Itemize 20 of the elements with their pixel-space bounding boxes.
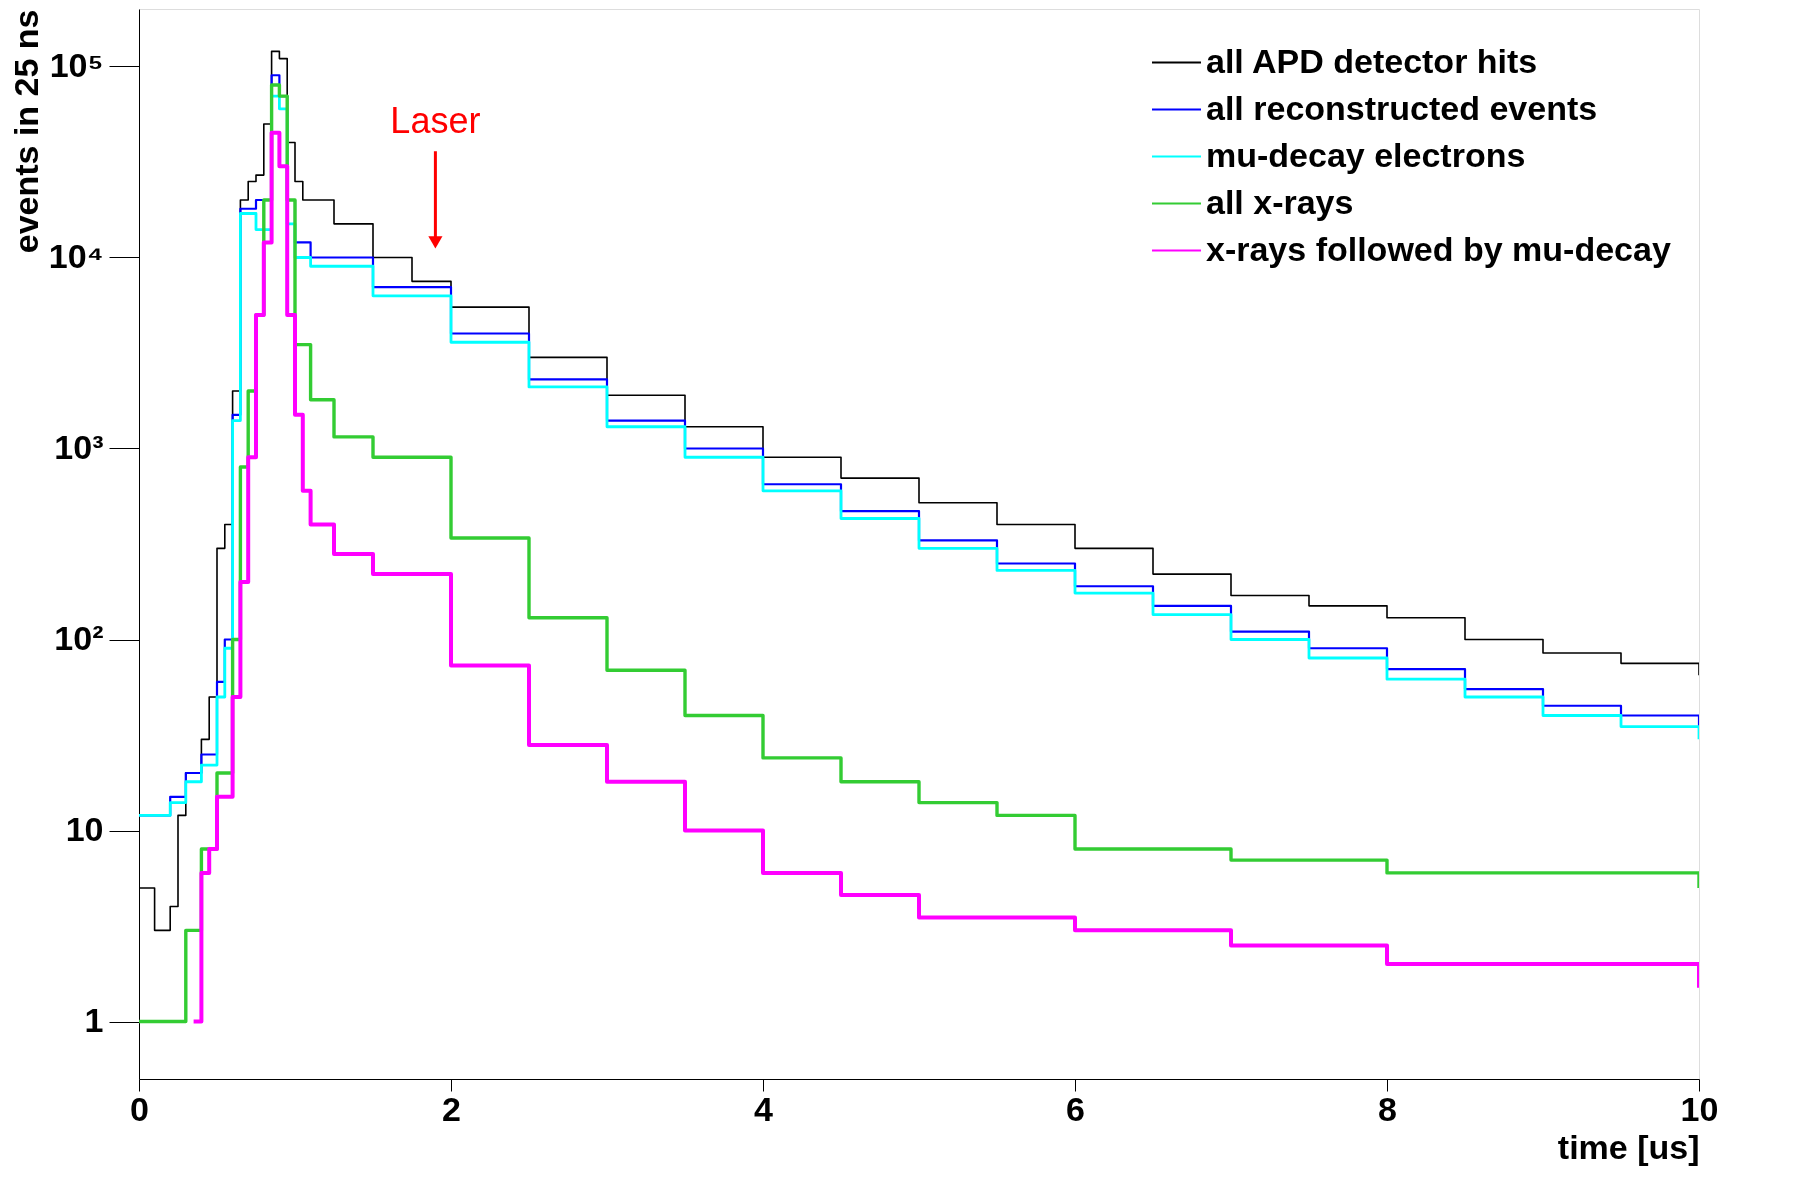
legend-label: all x-rays	[1206, 182, 1354, 221]
x-tick-label: 8	[1378, 1089, 1397, 1128]
y-tick-label: 10	[65, 810, 104, 848]
y-axis-title: events in 25 ns	[6, 9, 45, 254]
legend-label: all reconstructed events	[1206, 88, 1598, 127]
legend-label: mu-decay electrons	[1206, 135, 1526, 174]
x-tick-label: 2	[442, 1089, 461, 1128]
x-tick-label: 10	[1680, 1089, 1719, 1128]
y-tick-label: 1	[84, 1001, 104, 1039]
legend-label: all APD detector hits	[1206, 41, 1538, 80]
annotation: Laser	[390, 100, 481, 142]
legend-label: x-rays followed by mu-decay	[1206, 229, 1671, 268]
x-axis-title: time [us]	[1557, 1127, 1700, 1166]
y-tick-label: 10³	[54, 428, 104, 466]
x-tick-label: 6	[1066, 1089, 1085, 1128]
y-tick-label: 10⁴	[48, 237, 104, 275]
y-tick-label: 10²	[54, 619, 104, 657]
y-tick-label: 10⁵	[49, 46, 104, 84]
x-tick-label: 4	[754, 1089, 774, 1128]
x-tick-label: 0	[130, 1089, 149, 1128]
